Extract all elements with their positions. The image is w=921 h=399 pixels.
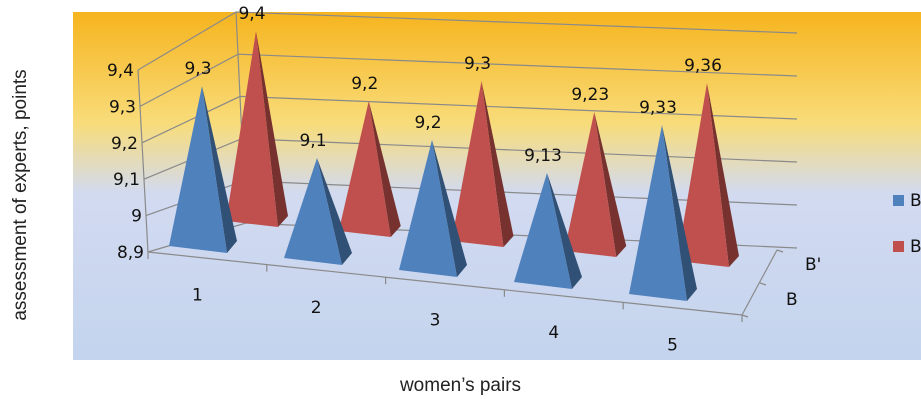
data-label: 9,23 bbox=[571, 85, 609, 105]
x-axis-label: women’s pairs bbox=[399, 375, 522, 396]
x-tick-label: 3 bbox=[430, 311, 441, 331]
pyramid-front-face bbox=[284, 158, 342, 265]
pyramid-front-face bbox=[629, 125, 687, 301]
x-axis bbox=[147, 251, 743, 316]
legend-label: B bbox=[910, 237, 921, 257]
depth-axis bbox=[741, 249, 778, 316]
legend-swatch bbox=[893, 241, 904, 252]
y-tick-label: 9,2 bbox=[111, 134, 138, 154]
depth-tick bbox=[759, 282, 767, 286]
depth-label: B bbox=[786, 290, 798, 310]
pyramid-side-face bbox=[368, 101, 401, 237]
pyramid-front-face bbox=[338, 101, 391, 237]
pyramid-front-face bbox=[677, 83, 729, 267]
pyramid-front-face bbox=[226, 31, 278, 227]
pyramid-side-face bbox=[202, 86, 237, 253]
pyramid-side-face bbox=[594, 112, 627, 257]
pyramid-side-face bbox=[256, 31, 288, 227]
pyramid-side-face bbox=[317, 158, 352, 265]
legend-label: B bbox=[910, 191, 921, 211]
pyramid-front-face bbox=[451, 81, 504, 247]
data-label: 9,2 bbox=[351, 74, 378, 94]
x-tick-label: 4 bbox=[548, 323, 559, 343]
pyramid-front-face bbox=[399, 140, 457, 277]
y-tick-label: 9,3 bbox=[109, 97, 136, 117]
y-axis bbox=[137, 69, 149, 253]
data-label: 9,3 bbox=[464, 54, 491, 74]
pyramid-side-face bbox=[707, 83, 739, 267]
pyramid-front-face bbox=[564, 112, 617, 257]
data-label: 9,3 bbox=[184, 59, 211, 79]
pyramid-side-face bbox=[547, 173, 582, 289]
legend-swatch bbox=[893, 195, 904, 206]
y-tick-label: 9,4 bbox=[107, 61, 134, 81]
depth-tick bbox=[741, 314, 749, 318]
x-tick-label: 1 bbox=[192, 285, 203, 305]
depth-tick bbox=[776, 249, 784, 253]
pyramid-side-face bbox=[481, 81, 514, 247]
data-label: 9,2 bbox=[414, 113, 441, 133]
pyramid-side-face bbox=[432, 140, 467, 277]
data-label: 9,4 bbox=[238, 4, 265, 24]
data-label: 9,33 bbox=[639, 98, 677, 118]
pyramid-side-face bbox=[662, 125, 697, 301]
pyramid-front-face bbox=[514, 173, 572, 289]
data-label: 9,13 bbox=[524, 146, 562, 166]
pyramid-front-face bbox=[169, 86, 227, 253]
y-tick-label: 9 bbox=[131, 207, 142, 227]
data-label: 9,36 bbox=[684, 56, 722, 76]
y-tick-label: 9,1 bbox=[113, 170, 140, 190]
depth-label: B' bbox=[805, 255, 821, 275]
y-tick-label: 8,9 bbox=[117, 243, 144, 263]
x-tick-label: 5 bbox=[667, 336, 678, 356]
x-tick-label: 2 bbox=[311, 298, 322, 318]
data-label: 9,1 bbox=[299, 131, 326, 151]
